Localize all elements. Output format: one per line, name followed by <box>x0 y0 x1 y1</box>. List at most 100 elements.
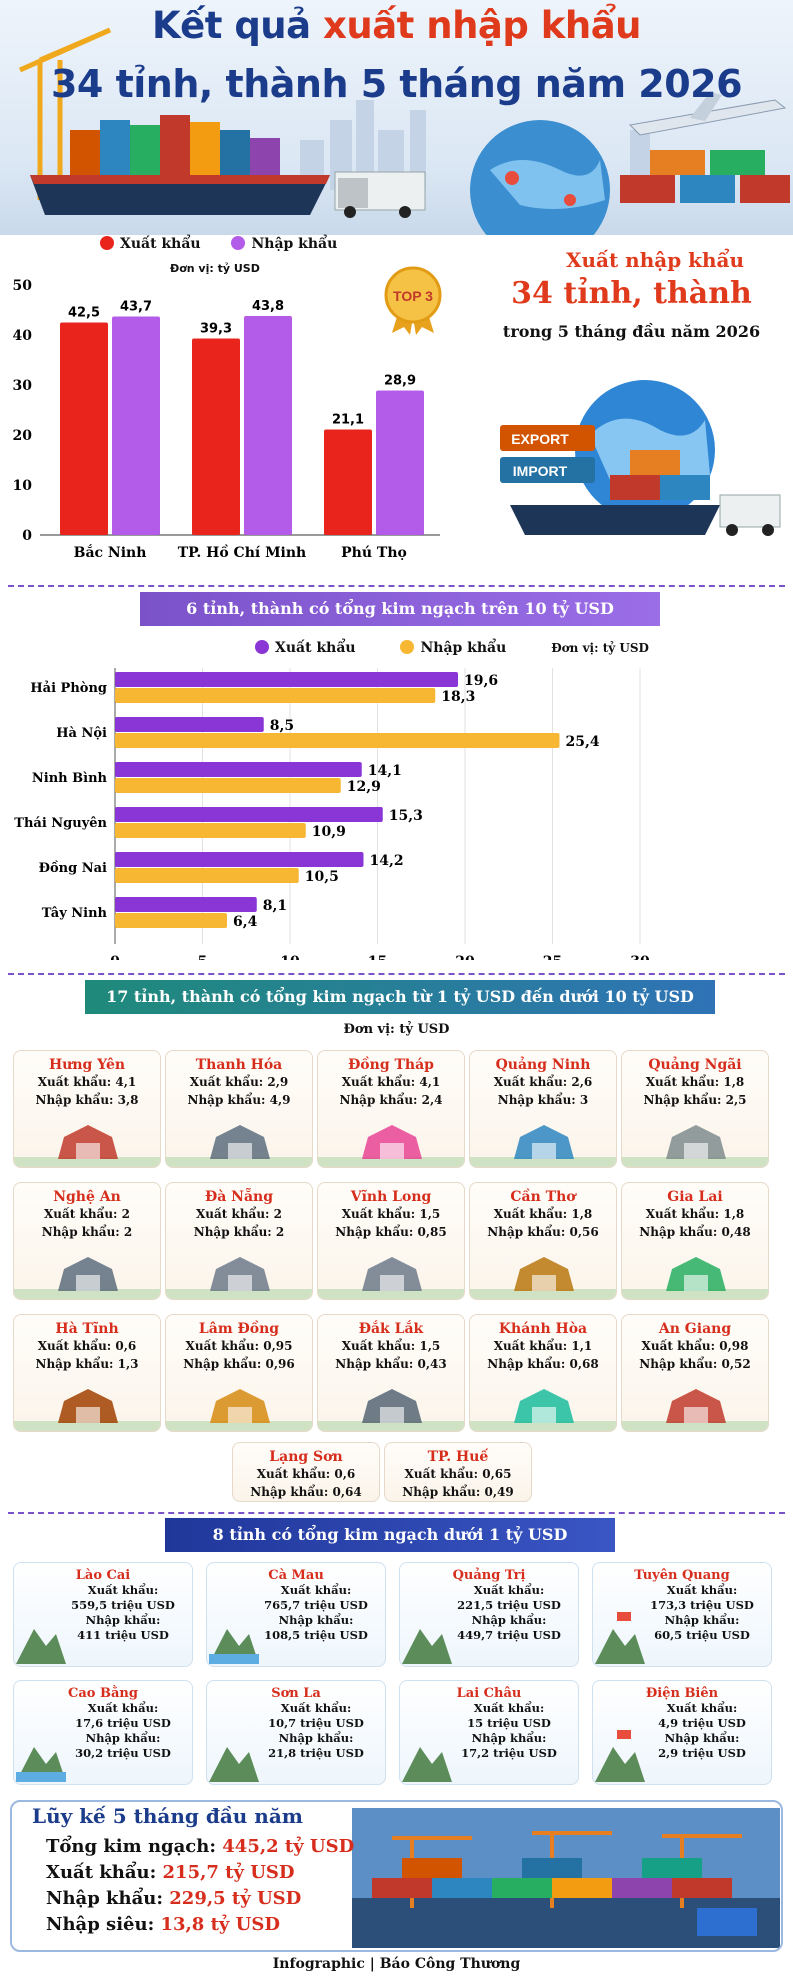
province-export: Xuất khẩu: 1,5 <box>341 1339 441 1353</box>
province-export: Xuất khẩu: 1,5 <box>341 1207 441 1221</box>
airplane-icon <box>628 92 787 136</box>
province-export: 221,5 triệu USD <box>457 1598 561 1612</box>
province-card: Quảng Ngãi Xuất khẩu: 1,8 Nhập khẩu: 2,5 <box>621 1050 769 1168</box>
bar-import <box>115 868 299 883</box>
pagoda-icon <box>622 1389 768 1431</box>
bar-export <box>115 807 383 822</box>
province-card: Đồng Tháp Xuất khẩu: 4,1 Nhập khẩu: 2,4 <box>317 1050 465 1168</box>
mountain-shape <box>402 1747 452 1782</box>
page-title-line1: Kết quả xuất nhập khẩu <box>151 4 642 47</box>
province-name: Đắk Lắk <box>358 1321 424 1337</box>
cumulative-total: Tổng kim ngạch: 445,2 tỷ USD <box>46 1836 355 1857</box>
province-card: Lạng Sơn Xuất khẩu: 0,6 Nhập khẩu: 0,64 <box>232 1442 380 1502</box>
ground-shape <box>470 1157 616 1167</box>
province-import: Nhập khẩu: 0,52 <box>639 1357 751 1371</box>
church-icon <box>166 1389 312 1431</box>
landmark-shape <box>514 1125 574 1159</box>
province-export: Xuất khẩu: 0,6 <box>37 1339 137 1353</box>
province-import: 30,2 triệu USD <box>75 1746 171 1760</box>
y-category-label: Hải Phòng <box>30 680 107 696</box>
x-tick-label: 30 <box>630 954 650 960</box>
province-import: Nhập khẩu: 1,3 <box>35 1357 139 1371</box>
province-name: Cần Thơ <box>510 1189 576 1205</box>
province-import: Nhập khẩu: 2 <box>41 1225 133 1239</box>
province-import: Nhập khẩu: 0,48 <box>639 1225 751 1239</box>
hero-banner <box>0 0 793 235</box>
province-name: Gia Lai <box>667 1189 723 1205</box>
province-export-label: Xuất khẩu: <box>87 1583 159 1597</box>
export-sign-text: EXPORT <box>511 431 569 447</box>
export-legend-dot <box>100 236 114 250</box>
hill-icon <box>622 1257 768 1299</box>
bar-import <box>376 390 424 535</box>
x-category-label: TP. Hồ Chí Minh <box>178 544 307 561</box>
province-import-label: Nhập khẩu: <box>278 1613 354 1627</box>
province-card: Đà Nẵng Xuất khẩu: 2 Nhập khẩu: 2 <box>165 1182 313 1300</box>
ground-shape <box>318 1289 464 1299</box>
y-tick-label: 30 <box>13 378 33 394</box>
province-name: Lai Châu <box>456 1686 522 1701</box>
province-name: Thanh Hóa <box>195 1057 283 1073</box>
ship-icon <box>30 175 330 215</box>
province-name: Khánh Hòa <box>498 1321 588 1337</box>
ground-shape <box>470 1289 616 1299</box>
ground-shape <box>166 1421 312 1431</box>
pagoda-icon <box>14 1125 160 1167</box>
top3-badge-text: TOP 3 <box>393 288 433 304</box>
province-import: Nhập khẩu: 0,43 <box>335 1357 447 1371</box>
bar-value-label: 25,4 <box>566 734 600 750</box>
province-card: Cần Thơ Xuất khẩu: 1,8 Nhập khẩu: 0,56 <box>469 1182 617 1300</box>
province-export-label: Xuất khẩu: <box>473 1701 545 1715</box>
summary-line2: 34 tỉnh, thành <box>511 276 752 311</box>
landmark-detail <box>684 1407 708 1423</box>
landmark-detail <box>228 1143 252 1159</box>
province-import-label: Nhập khẩu: <box>85 1613 161 1627</box>
flag-hill-icon <box>595 1730 645 1782</box>
landmark-detail <box>76 1143 100 1159</box>
province-card: Hưng Yên Xuất khẩu: 4,1 Nhập khẩu: 3,8 <box>13 1050 161 1168</box>
y-category-label: Tây Ninh <box>42 906 108 921</box>
bar-value-label: 43,7 <box>120 300 152 315</box>
province-import: 17,2 triệu USD <box>461 1746 557 1760</box>
ground-shape <box>318 1421 464 1431</box>
province-name: An Giang <box>658 1321 732 1337</box>
province-name: Nghệ An <box>53 1189 121 1205</box>
cumulative-deficit: Nhập siêu: 13,8 tỷ USD <box>46 1914 280 1935</box>
bar-export <box>192 338 240 535</box>
province-export: 17,6 triệu USD <box>75 1716 171 1730</box>
legend-import-label: Nhập khẩu <box>420 640 507 656</box>
bar-value-label: 14,2 <box>370 853 404 869</box>
section-divider <box>8 973 785 975</box>
ground-shape <box>622 1289 768 1299</box>
bridge-icon <box>166 1257 312 1299</box>
province-export: Xuất khẩu: 0,6 <box>256 1467 356 1481</box>
small-province-card: Cà Mau Xuất khẩu: 765,7 triệu USD Nhập khẩu… <box>206 1562 386 1667</box>
bar-value-label: 43,8 <box>252 299 284 314</box>
flag-tower-icon <box>595 1612 645 1664</box>
province-export: Xuất khẩu: 1,8 <box>493 1207 593 1221</box>
province-import-label: Nhập khẩu: <box>85 1731 161 1745</box>
bridge-icon <box>318 1257 464 1299</box>
ground-shape <box>318 1157 464 1167</box>
x-tick-label: 5 <box>198 954 208 960</box>
province-card: Khánh Hòa Xuất khẩu: 1,1 Nhập khẩu: 0,68 <box>469 1314 617 1432</box>
flag-shape <box>617 1612 631 1621</box>
x-tick-label: 15 <box>368 954 387 960</box>
province-import: Nhập khẩu: 2,5 <box>643 1093 747 1107</box>
landmark-detail <box>684 1143 708 1159</box>
sign-export-icon: EXPORT <box>500 425 595 451</box>
province-export: Xuất khẩu: 2,9 <box>189 1075 289 1089</box>
y-category-label: Thái Nguyên <box>14 816 107 831</box>
summary-line1: Xuất nhập khẩu <box>565 248 745 272</box>
ground-shape <box>622 1157 768 1167</box>
container-port-illustration <box>352 1808 780 1948</box>
y-tick-label: 50 <box>13 278 33 294</box>
province-export-label: Xuất khẩu: <box>280 1583 352 1597</box>
truck-icon <box>697 1908 757 1936</box>
bar-value-label: 10,9 <box>312 824 346 840</box>
province-card: Lâm Đồng Xuất khẩu: 0,95 Nhập khẩu: 0,96 <box>165 1314 313 1432</box>
province-import-label: Nhập khẩu: <box>664 1731 740 1745</box>
import-sign-text: IMPORT <box>513 463 568 479</box>
bar-value-label: 6,4 <box>233 914 258 930</box>
cumulative-title: Lũy kế 5 tháng đầu năm <box>32 1804 303 1828</box>
